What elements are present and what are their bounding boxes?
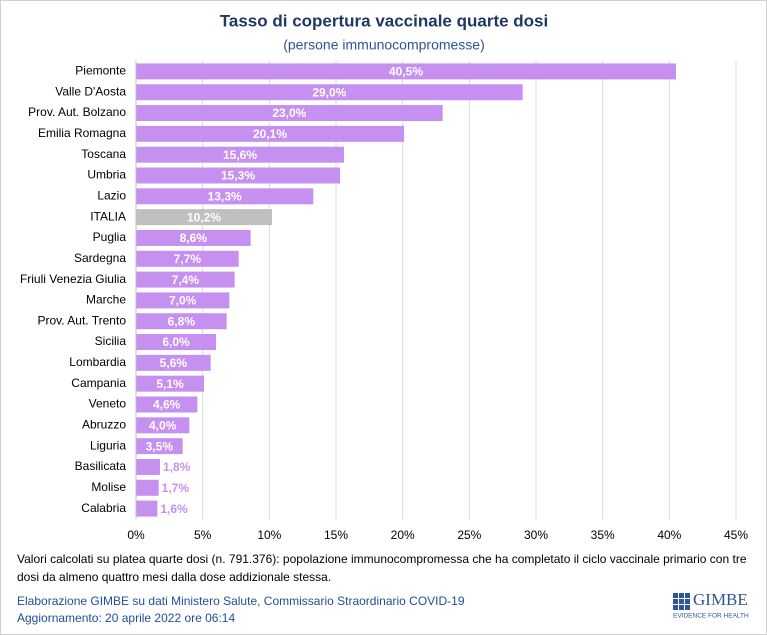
logo-icon bbox=[673, 593, 690, 610]
logo-name: GIMBE bbox=[693, 590, 748, 609]
y-tick-label: ITALIA bbox=[90, 209, 126, 223]
bar bbox=[136, 105, 443, 122]
value-label: 7,0% bbox=[169, 294, 197, 308]
value-label: 1,7% bbox=[162, 481, 190, 495]
value-label: 6,0% bbox=[162, 335, 190, 349]
value-label: 1,6% bbox=[160, 502, 188, 516]
x-tick-label: 0% bbox=[127, 528, 145, 542]
bar bbox=[136, 188, 314, 205]
value-label: 7,7% bbox=[174, 252, 202, 266]
y-tick-label: Lombardia bbox=[69, 355, 126, 369]
value-label: 40,5% bbox=[389, 65, 423, 79]
x-tick-label: 10% bbox=[257, 528, 281, 542]
y-tick-label: Liguria bbox=[90, 438, 126, 452]
x-tick-label: 25% bbox=[457, 528, 481, 542]
chart-title: Tasso di copertura vaccinale quarte dosi bbox=[220, 11, 548, 30]
value-label: 4,6% bbox=[153, 398, 181, 412]
value-label: 8,6% bbox=[180, 231, 208, 245]
bar bbox=[136, 417, 190, 434]
bar bbox=[136, 271, 235, 288]
y-tick-label: Basilicata bbox=[75, 459, 127, 473]
value-label: 7,4% bbox=[172, 273, 200, 287]
value-label: 20,1% bbox=[253, 127, 287, 141]
y-tick-label: Lazio bbox=[97, 188, 126, 202]
y-tick-label: Sardegna bbox=[74, 251, 126, 265]
value-label: 3,5% bbox=[146, 439, 174, 453]
y-tick-label: Piemonte bbox=[75, 64, 126, 78]
x-tick-label: 40% bbox=[657, 528, 681, 542]
bar bbox=[136, 229, 251, 246]
value-label: 29,0% bbox=[312, 85, 346, 99]
bar bbox=[136, 167, 340, 184]
footnote: Valori calcolati su platea quarte dosi (… bbox=[17, 552, 747, 584]
y-tick-label: Prov. Aut. Trento bbox=[38, 313, 127, 327]
bar bbox=[136, 63, 676, 80]
value-label: 6,8% bbox=[168, 314, 196, 328]
y-tick-label: Veneto bbox=[89, 397, 127, 411]
bar bbox=[136, 479, 159, 496]
y-tick-label: Puglia bbox=[93, 230, 127, 244]
x-tick-label: 20% bbox=[391, 528, 415, 542]
y-tick-label: Friuli Venezia Giulia bbox=[20, 272, 126, 286]
x-tick-label: 5% bbox=[194, 528, 212, 542]
bar bbox=[136, 458, 160, 475]
value-label: 23,0% bbox=[272, 106, 306, 120]
logo-tagline: EVIDENCE FOR HEALTH bbox=[673, 613, 749, 620]
y-tick-label: Molise bbox=[91, 480, 126, 494]
bar bbox=[136, 500, 158, 517]
bar bbox=[136, 209, 272, 226]
value-label: 4,0% bbox=[149, 418, 177, 432]
bar bbox=[136, 396, 198, 413]
y-tick-label: Emilia Romagna bbox=[38, 126, 126, 140]
value-label: 5,6% bbox=[160, 356, 188, 370]
updated: Aggiornamento: 20 aprile 2022 ore 06:14 bbox=[17, 611, 236, 625]
x-tick-label: 15% bbox=[324, 528, 348, 542]
bar bbox=[136, 438, 183, 455]
bar bbox=[136, 334, 216, 351]
bar bbox=[136, 354, 211, 371]
y-tick-label: Prov. Aut. Bolzano bbox=[28, 105, 126, 119]
y-tick-label: Toscana bbox=[81, 147, 126, 161]
bar bbox=[136, 292, 230, 309]
bar bbox=[136, 313, 227, 330]
x-tick-label: 35% bbox=[591, 528, 615, 542]
value-label: 15,3% bbox=[221, 169, 255, 183]
y-tick-label: Umbria bbox=[87, 168, 126, 182]
x-tick-label: 30% bbox=[524, 528, 548, 542]
value-label: 5,1% bbox=[156, 377, 184, 391]
y-tick-label: Abruzzo bbox=[82, 417, 126, 431]
y-tick-label: Campania bbox=[71, 376, 126, 390]
value-label: 10,2% bbox=[187, 210, 221, 224]
y-tick-label: Marche bbox=[86, 293, 126, 307]
x-tick-label: 45% bbox=[724, 528, 748, 542]
chart-subtitle: (persone immunocompromesse) bbox=[283, 37, 485, 53]
bar bbox=[136, 250, 239, 267]
bar bbox=[136, 146, 344, 163]
value-label: 15,6% bbox=[223, 148, 257, 162]
y-tick-label: Valle D'Aosta bbox=[55, 84, 126, 98]
value-label: 1,8% bbox=[163, 460, 191, 474]
y-tick-label: Sicilia bbox=[95, 334, 127, 348]
value-label: 13,3% bbox=[208, 189, 242, 203]
bar bbox=[136, 125, 404, 142]
y-tick-label: Calabria bbox=[81, 501, 126, 515]
bar bbox=[136, 84, 523, 101]
bar bbox=[136, 375, 204, 392]
source: Elaborazione GIMBE su dati Ministero Sal… bbox=[17, 594, 465, 608]
